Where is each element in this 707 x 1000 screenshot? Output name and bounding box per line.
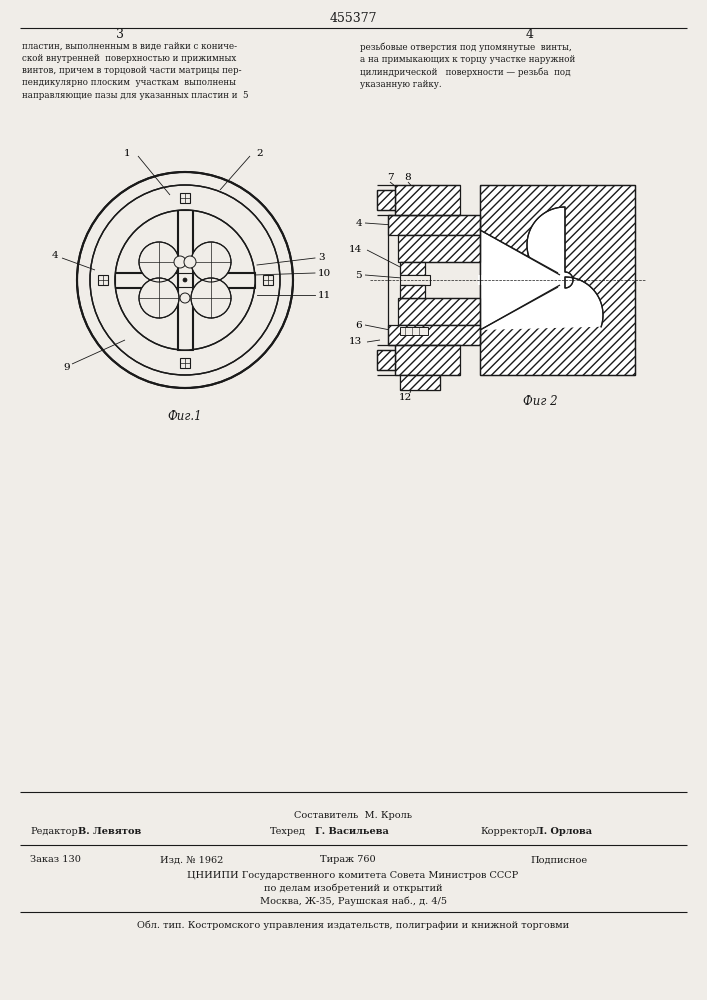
Text: 5: 5 bbox=[356, 270, 362, 279]
Text: 2: 2 bbox=[257, 149, 263, 158]
Polygon shape bbox=[480, 207, 603, 330]
Bar bbox=[400, 262, 425, 275]
Text: ЦНИИПИ Государственного комитета Совета Министров СССР: ЦНИИПИ Государственного комитета Совета … bbox=[187, 870, 519, 880]
Text: 3: 3 bbox=[116, 27, 124, 40]
Text: 14: 14 bbox=[349, 245, 362, 254]
Text: Фиг 2: Фиг 2 bbox=[522, 395, 557, 408]
Text: 4: 4 bbox=[356, 219, 362, 228]
Text: 9: 9 bbox=[64, 363, 70, 372]
Circle shape bbox=[139, 278, 179, 318]
Text: 1: 1 bbox=[124, 149, 130, 158]
Text: Изд. № 1962: Изд. № 1962 bbox=[160, 856, 223, 864]
Circle shape bbox=[77, 172, 293, 388]
Circle shape bbox=[139, 242, 179, 282]
Bar bbox=[395, 185, 460, 215]
Text: Г. Васильева: Г. Васильева bbox=[315, 828, 389, 836]
Circle shape bbox=[191, 278, 231, 318]
Bar bbox=[480, 185, 635, 375]
Bar bbox=[480, 185, 635, 375]
Text: Заказ 130: Заказ 130 bbox=[30, 856, 81, 864]
Bar bbox=[262, 275, 272, 285]
Text: Л. Орлова: Л. Орлова bbox=[535, 828, 592, 836]
Text: В. Левятов: В. Левятов bbox=[78, 828, 141, 836]
Circle shape bbox=[183, 278, 187, 282]
Bar bbox=[400, 275, 430, 285]
Text: 7: 7 bbox=[387, 174, 393, 182]
Text: 3: 3 bbox=[318, 253, 325, 262]
Circle shape bbox=[180, 293, 190, 303]
Bar bbox=[177, 210, 193, 350]
Text: 4: 4 bbox=[526, 27, 534, 40]
Text: резьбовые отверстия под упомянутые  винты,
а на примыкающих к торцу участке нару: резьбовые отверстия под упомянутые винты… bbox=[360, 42, 575, 89]
Circle shape bbox=[115, 210, 255, 350]
Text: Составитель  М. Кроль: Составитель М. Кроль bbox=[294, 810, 412, 820]
Text: 13: 13 bbox=[349, 338, 362, 347]
Polygon shape bbox=[480, 230, 560, 330]
Text: по делам изобретений и открытий: по делам изобретений и открытий bbox=[264, 883, 443, 893]
Text: 4: 4 bbox=[52, 250, 58, 259]
Text: 6: 6 bbox=[356, 320, 362, 330]
Bar bbox=[398, 235, 480, 262]
Bar bbox=[400, 375, 440, 390]
Text: Тираж 760: Тираж 760 bbox=[320, 856, 375, 864]
Text: 8: 8 bbox=[404, 174, 411, 182]
Bar bbox=[398, 298, 480, 325]
Text: Москва, Ж-35, Раушская наб., д. 4/5: Москва, Ж-35, Раушская наб., д. 4/5 bbox=[259, 896, 447, 906]
Bar bbox=[388, 215, 480, 235]
Bar bbox=[115, 272, 255, 288]
Text: Редактор: Редактор bbox=[30, 828, 78, 836]
Text: Фиг.1: Фиг.1 bbox=[168, 410, 202, 423]
Text: пластин, выполненным в виде гайки с кониче-
ской внутренней  поверхностью и приж: пластин, выполненным в виде гайки с кони… bbox=[22, 42, 248, 100]
Text: 10: 10 bbox=[318, 268, 332, 277]
Bar bbox=[377, 350, 395, 370]
Bar bbox=[400, 285, 425, 298]
Text: 455377: 455377 bbox=[329, 12, 377, 25]
Text: 12: 12 bbox=[398, 392, 411, 401]
Bar bbox=[180, 192, 190, 202]
Text: 11: 11 bbox=[318, 290, 332, 300]
Bar bbox=[395, 345, 460, 375]
Circle shape bbox=[191, 242, 231, 282]
Text: Подписное: Подписное bbox=[530, 856, 587, 864]
Bar bbox=[400, 327, 428, 335]
Text: Обл. тип. Костромского управления издательств, полиграфии и книжной торговми: Обл. тип. Костромского управления издате… bbox=[137, 920, 569, 930]
Circle shape bbox=[174, 256, 186, 268]
Bar bbox=[98, 275, 107, 285]
Bar bbox=[400, 375, 440, 390]
Bar bbox=[377, 190, 395, 210]
Bar bbox=[478, 275, 483, 285]
Circle shape bbox=[184, 256, 196, 268]
Bar bbox=[388, 325, 480, 345]
Bar bbox=[180, 358, 190, 367]
Text: Техред: Техред bbox=[270, 828, 306, 836]
Text: Корректор: Корректор bbox=[480, 828, 535, 836]
Circle shape bbox=[90, 185, 280, 375]
